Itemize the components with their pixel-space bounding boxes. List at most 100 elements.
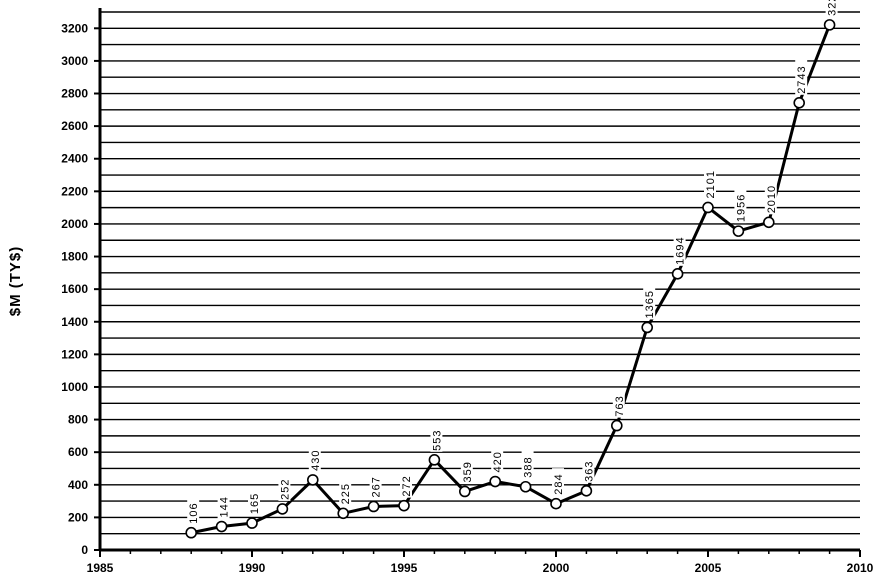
data-label-group: 553 bbox=[430, 424, 443, 452]
data-label-backdrop bbox=[734, 187, 747, 224]
data-point bbox=[185, 526, 197, 539]
y-axis-label: $M (TY$) bbox=[7, 246, 24, 317]
data-point bbox=[823, 19, 836, 31]
data-label-group: 420 bbox=[491, 446, 504, 474]
data-label-group: 2743 bbox=[795, 58, 808, 95]
data-point bbox=[702, 201, 714, 214]
data-point bbox=[306, 474, 319, 486]
data-label-group: 252 bbox=[278, 473, 291, 501]
y-tick-label: 2400 bbox=[61, 152, 88, 166]
data-label: 763 bbox=[614, 395, 626, 416]
data-label-backdrop bbox=[521, 451, 534, 479]
data-label-backdrop bbox=[643, 283, 656, 320]
data-label: 1694 bbox=[675, 236, 687, 264]
data-label: 1365 bbox=[644, 290, 656, 318]
data-label: 272 bbox=[401, 475, 413, 496]
axes bbox=[98, 8, 860, 552]
data-label-group: 388 bbox=[521, 451, 535, 479]
data-label-backdrop bbox=[704, 163, 716, 200]
data-label-group: 165 bbox=[248, 487, 261, 516]
data-point bbox=[762, 216, 775, 229]
data-label: 2101 bbox=[705, 170, 717, 198]
data-point bbox=[550, 497, 562, 510]
data-label-backdrop bbox=[673, 229, 686, 266]
x-tick-label: 1985 bbox=[87, 561, 114, 575]
data-point bbox=[671, 268, 684, 280]
data-label-backdrop bbox=[795, 58, 808, 95]
y-tick-label: 2200 bbox=[61, 184, 88, 198]
x-tick-label: 2010 bbox=[847, 561, 874, 575]
y-tick-label: 1800 bbox=[61, 250, 88, 264]
data-label: 1956 bbox=[735, 194, 747, 222]
data-label-backdrop bbox=[430, 424, 443, 452]
data-point bbox=[793, 97, 806, 109]
data-label-group: 1956 bbox=[734, 187, 747, 224]
x-tick-label: 1990 bbox=[239, 561, 266, 575]
y-tick-label: 3000 bbox=[61, 54, 88, 68]
data-label: 2010 bbox=[766, 185, 778, 213]
data-label-group: 267 bbox=[369, 470, 383, 499]
data-label-backdrop bbox=[278, 473, 291, 501]
data-point bbox=[428, 454, 441, 466]
y-tick-label: 2600 bbox=[61, 119, 88, 133]
data-point bbox=[732, 225, 745, 237]
data-label-group: 144 bbox=[217, 491, 231, 519]
y-tick-label: 1200 bbox=[61, 347, 88, 361]
data-label-group: 2010 bbox=[764, 178, 778, 215]
data-label: 267 bbox=[371, 476, 383, 497]
y-tick-label: 2000 bbox=[61, 217, 88, 231]
data-label: 363 bbox=[583, 460, 595, 481]
data-label: 252 bbox=[279, 479, 291, 500]
data-labels: 106 144 165 252 430 225 267 272 553 359 420 388 284 3… bbox=[187, 0, 839, 525]
data-label-backdrop bbox=[339, 477, 352, 506]
x-tick-label: 2005 bbox=[695, 561, 722, 575]
data-label-group: 363 bbox=[582, 455, 595, 483]
data-label-backdrop bbox=[825, 0, 838, 17]
data-label-group: 359 bbox=[460, 455, 474, 484]
y-tick-label: 800 bbox=[68, 413, 88, 427]
gridlines bbox=[100, 11, 860, 535]
data-label: 420 bbox=[492, 451, 504, 472]
data-label-backdrop bbox=[612, 390, 625, 418]
data-markers bbox=[185, 19, 836, 539]
data-label-group: 284 bbox=[552, 468, 565, 496]
data-point bbox=[519, 480, 532, 493]
data-point bbox=[246, 517, 258, 529]
y-tick-label: 1400 bbox=[61, 315, 88, 329]
y-tick-label: 200 bbox=[68, 510, 88, 524]
data-label-group: 1694 bbox=[673, 229, 687, 266]
data-label-backdrop bbox=[187, 497, 200, 525]
data-label: 225 bbox=[340, 483, 352, 504]
data-label: 359 bbox=[462, 461, 474, 482]
data-label-group: 3221 bbox=[825, 0, 839, 17]
data-label-backdrop bbox=[582, 455, 595, 483]
data-point bbox=[580, 485, 593, 497]
data-label-backdrop bbox=[369, 470, 382, 499]
y-tick-label: 400 bbox=[68, 478, 88, 492]
data-label-group: 1365 bbox=[643, 283, 656, 320]
data-point bbox=[398, 499, 410, 512]
data-label-group: 763 bbox=[612, 390, 626, 418]
y-tick-label: 600 bbox=[68, 445, 88, 459]
data-label-group: 225 bbox=[339, 477, 352, 506]
data-point bbox=[367, 500, 380, 513]
data-point bbox=[215, 520, 228, 533]
data-point bbox=[489, 475, 502, 488]
x-tick-label: 1995 bbox=[391, 561, 418, 575]
series-line bbox=[190, 24, 831, 535]
data-label-group: 2101 bbox=[704, 163, 717, 200]
data-label-backdrop bbox=[308, 444, 321, 472]
data-label-backdrop bbox=[552, 468, 564, 496]
data-point bbox=[610, 419, 623, 432]
data-label-group: 272 bbox=[400, 470, 413, 498]
axis-ticks: 0 200 400 600 800 1000 1200 1400 1600 1800 2000 220… bbox=[61, 21, 873, 575]
data-label-backdrop bbox=[217, 491, 230, 519]
data-label-backdrop bbox=[400, 470, 412, 498]
data-label: 106 bbox=[188, 502, 200, 523]
data-label-group: 430 bbox=[308, 444, 322, 472]
data-label: 430 bbox=[310, 450, 322, 471]
y-tick-label: 1000 bbox=[61, 380, 88, 394]
data-label-backdrop bbox=[248, 487, 260, 516]
series-line-group bbox=[190, 24, 831, 535]
